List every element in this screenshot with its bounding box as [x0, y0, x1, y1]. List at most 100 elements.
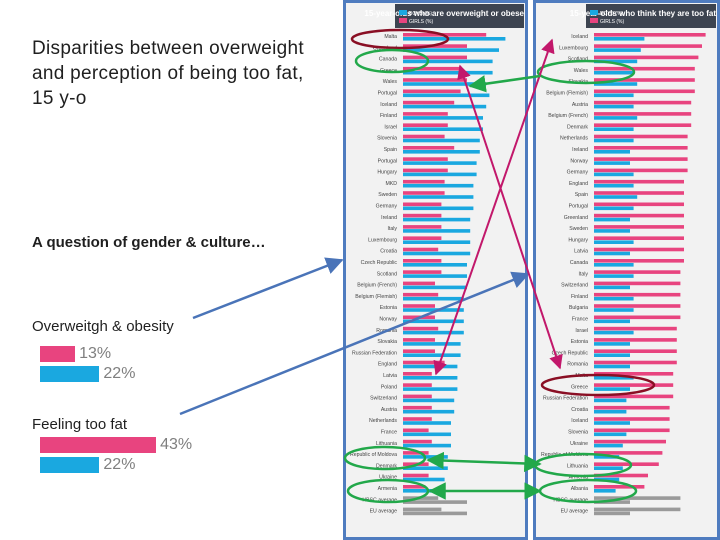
- girls-bar: [403, 360, 445, 365]
- boys-bar: [403, 353, 461, 357]
- girls-bar: [594, 259, 684, 263]
- boys-bar: [403, 116, 483, 120]
- boys-bar: [403, 376, 458, 380]
- girls-bar: [403, 236, 442, 240]
- girls-bar: [403, 292, 439, 297]
- boys-bar: [403, 127, 483, 131]
- girls-bar: [403, 281, 435, 286]
- overweight-chart-title: Overweitgh & obesity: [32, 318, 174, 335]
- overweight-boys-value: 22%: [103, 365, 136, 382]
- boys-bar: [403, 229, 471, 233]
- country-label: Belgium (French): [548, 113, 588, 119]
- country-label: Ukraine: [570, 441, 588, 447]
- boys-bar: [403, 398, 455, 403]
- country-label: Belgium (Flemish): [355, 294, 397, 300]
- country-label: Italy: [578, 271, 588, 277]
- boys-bar: [403, 342, 461, 346]
- country-label: Belgium (Flemish): [546, 91, 588, 97]
- country-label: Hungary: [377, 170, 397, 176]
- country-label: EU average: [561, 509, 589, 515]
- legend-boys-label: BOYS (%): [600, 11, 623, 17]
- girls-bar: [403, 405, 432, 410]
- boys-bar: [594, 342, 630, 346]
- country-label: Finland: [380, 113, 397, 119]
- boys-bar: [403, 364, 458, 369]
- boys-bar: [403, 150, 480, 154]
- boys-bar: [403, 240, 471, 244]
- girls-bar: [594, 349, 677, 353]
- girls-bar: [403, 146, 455, 150]
- country-label: Austria: [381, 407, 397, 413]
- boys-bar: [403, 70, 493, 75]
- boys-bar: [403, 477, 445, 482]
- girls-bar: [403, 100, 455, 105]
- country-label: Finland: [571, 294, 588, 300]
- boys-bar: [594, 330, 634, 335]
- girls-bar: [403, 349, 435, 353]
- boys-bar: [403, 251, 471, 256]
- boys-bar: [403, 387, 458, 391]
- country-label: Czech Republic: [361, 260, 398, 266]
- boys-bar: [403, 330, 464, 335]
- boys-bar: [594, 432, 627, 437]
- boys-bar: [594, 183, 634, 188]
- boys-bar: [594, 263, 634, 267]
- country-label: Lithuania: [376, 441, 397, 447]
- country-label: Scotland: [568, 57, 588, 63]
- annotation-overlay: [179, 28, 656, 504]
- boys-bar: [403, 59, 493, 64]
- too-fat-chart-title: Feeling too fat: [32, 416, 128, 433]
- girls-bar: [594, 383, 674, 387]
- boys-bar: [594, 285, 630, 290]
- girls-bar: [594, 439, 666, 444]
- boys-bar: [594, 466, 623, 470]
- slide-subtitle: A question of gender & culture…: [32, 234, 266, 251]
- country-label: Czech Republic: [552, 350, 589, 356]
- country-label: Ukraine: [379, 475, 397, 481]
- country-label: Greenland: [564, 215, 588, 221]
- country-label: Armenia: [569, 475, 588, 481]
- girls-bar: [594, 473, 648, 478]
- girls-bar: [594, 417, 670, 421]
- country-label: Iceland: [380, 102, 397, 108]
- girls-bar: [403, 213, 442, 218]
- girls-bar: [403, 55, 467, 60]
- country-label: Lithuania: [567, 463, 588, 469]
- boys-bar: [594, 82, 638, 86]
- boys-bar: [594, 59, 638, 64]
- boys-bar: [594, 296, 634, 301]
- boys-bar: [403, 308, 464, 312]
- girls-bar: [594, 123, 692, 127]
- girls-bar: [594, 191, 684, 195]
- country-label: Republic of Moldova: [350, 452, 397, 458]
- girls-bar: [594, 44, 702, 48]
- rank-arrow: [457, 64, 563, 370]
- boys-bar: [403, 93, 490, 98]
- boys-bar: [594, 364, 630, 369]
- girls-bar: [403, 338, 435, 342]
- country-label: Norway: [570, 158, 588, 164]
- country-label: Croatia: [571, 407, 588, 413]
- girls-bar: [594, 315, 681, 320]
- legend-girls-swatch: [590, 18, 598, 23]
- girls-bar: [403, 304, 435, 308]
- boys-bar: [403, 274, 467, 278]
- country-label: Spain: [575, 192, 588, 198]
- country-label: Ireland: [381, 215, 397, 221]
- country-label: Israel: [575, 328, 588, 334]
- too-fat-girls-value: 43%: [160, 436, 193, 453]
- girls-bar: [403, 383, 432, 387]
- legend-girls-label: GIRLS (%): [409, 19, 434, 25]
- girls-bar: [594, 236, 684, 240]
- boys-bar: [594, 489, 616, 493]
- boys-bar: [403, 172, 477, 177]
- boys-bar: [594, 443, 623, 448]
- country-label: Slovenia: [377, 136, 397, 142]
- country-label: England: [378, 362, 397, 368]
- girls-bar: [594, 507, 681, 512]
- girls-bar: [594, 485, 645, 489]
- boys-bar: [594, 455, 620, 459]
- highlight-ellipse: [354, 48, 430, 74]
- too-fat-girls-bar: [40, 437, 157, 453]
- boys-bar: [403, 48, 499, 52]
